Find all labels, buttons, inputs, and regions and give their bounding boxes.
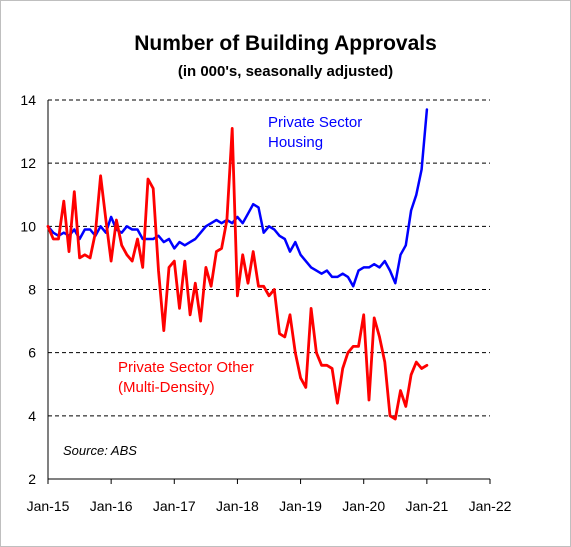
y-tick-label: 6	[28, 345, 36, 361]
y-tick-label: 14	[20, 92, 36, 108]
x-tick-label: Jan-15	[27, 498, 70, 514]
y-tick-label: 2	[28, 471, 36, 487]
x-tick-label: Jan-21	[405, 498, 448, 514]
axes: 2 4 6 8 10 12 14 Jan-15 Jan-16 Jan-17 Jan-18 Jan-19…	[20, 92, 511, 514]
series-line-private-other	[46, 126, 429, 421]
x-tick-label: Jan-20	[342, 498, 385, 514]
series-label-line: Private Sector Other	[118, 359, 254, 376]
y-tick-label: 12	[20, 155, 36, 171]
annotations: Private Sector Housing Private Sector Othe…	[63, 114, 362, 458]
x-tick-label: Jan-19	[279, 498, 322, 514]
series-lines	[46, 108, 429, 421]
y-tick-label: 8	[28, 282, 36, 298]
y-tick-label: 4	[28, 408, 36, 424]
series-line-private-housing	[46, 108, 429, 288]
chart-subtitle: (in 000's, seasonally adjusted)	[177, 63, 394, 80]
series-label-line: (Multi-Density)	[118, 379, 215, 396]
x-tick-label: Jan-18	[216, 498, 259, 514]
x-tick-label: Jan-16	[90, 498, 133, 514]
series-label-line: Private Sector	[268, 114, 362, 131]
y-tick-label: 10	[20, 218, 36, 234]
series-label-line: Housing	[268, 134, 323, 151]
chart-title: Number of Building Approvals	[134, 32, 437, 55]
x-tick-label: Jan-17	[153, 498, 196, 514]
x-tick-label: Jan-22	[469, 498, 512, 514]
source-note: Source: ABS	[63, 443, 137, 458]
